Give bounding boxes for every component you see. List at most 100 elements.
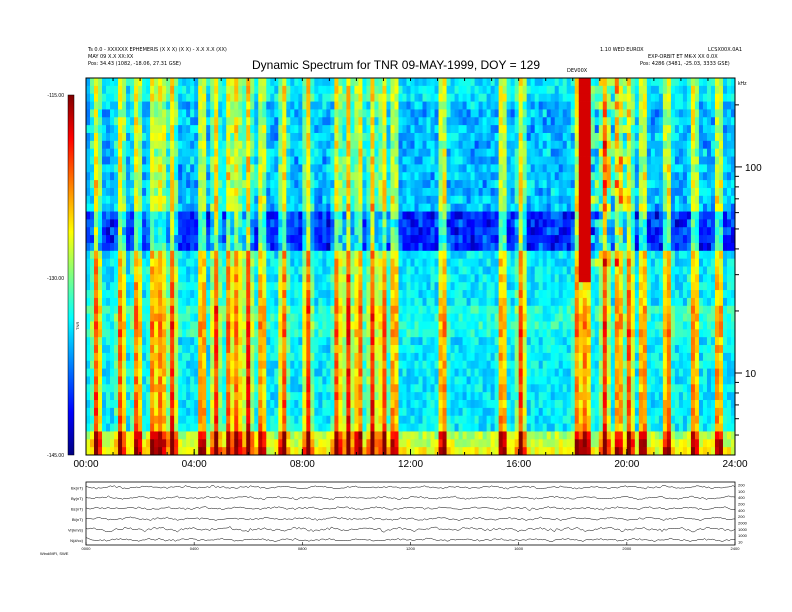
spectrum-cell — [182, 132, 187, 142]
spectrum-cell — [274, 164, 279, 173]
spectrum-cell — [454, 93, 459, 102]
spectrum-cell — [490, 400, 496, 409]
spectrum-cell — [314, 384, 319, 393]
spectrum-cell — [262, 195, 267, 205]
spectrum-cell — [366, 376, 371, 385]
spectrum-cell — [142, 85, 147, 95]
spectrum-cell — [374, 447, 379, 456]
spectrum-cell — [242, 439, 247, 448]
spectrum-cell — [198, 447, 203, 456]
spectrum-cell — [342, 250, 347, 260]
spectrum-cell — [426, 423, 431, 432]
spectrum-cell — [346, 78, 351, 87]
spectrum-cell — [338, 400, 343, 409]
spectrum-cell — [414, 132, 419, 142]
spectrum-cell — [122, 447, 127, 456]
spectrum-cell — [446, 392, 451, 401]
spectrum-cell — [254, 274, 259, 283]
spectrum-cell — [162, 290, 167, 299]
spectrum-cell — [142, 109, 147, 118]
spectrum-cell — [102, 101, 107, 110]
spectrum-cell — [342, 148, 347, 157]
spectrum-cell — [406, 384, 411, 393]
spectrum-cell — [478, 447, 484, 456]
spectrum-cell — [294, 180, 299, 189]
spectrum-cell — [142, 384, 147, 393]
spectrum-cell — [494, 219, 500, 228]
spectrum-cell — [442, 392, 447, 401]
spectrum-cell — [166, 250, 171, 260]
spectrum-cell — [158, 203, 163, 212]
spectrum-cell — [450, 219, 455, 228]
spectrum-cell — [170, 85, 175, 95]
spectrum-cell — [430, 297, 435, 307]
spectrum-cell — [442, 431, 447, 440]
spectrum-cell — [418, 313, 423, 322]
spectrum-cell — [250, 392, 255, 401]
spectrum-cell — [166, 297, 171, 307]
spectrum-cell — [290, 132, 295, 142]
spectrum-cell — [462, 392, 467, 401]
spectrum-cell — [474, 321, 480, 330]
spectrum-cell — [138, 266, 143, 275]
spectrum-cell — [162, 235, 167, 244]
spectrum-cell — [198, 305, 203, 315]
spectrum-cell — [494, 109, 500, 118]
spectrum-cell — [210, 235, 215, 244]
spectrum-cell — [106, 195, 111, 205]
spectrum-cell — [182, 211, 187, 220]
spectrum-cell — [166, 258, 171, 267]
spectrum-cell — [474, 242, 480, 252]
spectrum-cell — [342, 431, 347, 440]
spectrum-cell — [362, 352, 367, 362]
spectrum-cell — [318, 125, 323, 134]
spectrum-cell — [306, 447, 311, 456]
spectrum-cell — [318, 423, 323, 432]
spectrum-cell — [262, 219, 267, 228]
spectrum-cell — [214, 360, 219, 369]
spectrum-cell — [118, 117, 123, 126]
spectrum-cell — [402, 219, 407, 228]
spectrum-cell — [234, 290, 239, 299]
spectrum-cell — [166, 132, 171, 142]
spectrum-cell — [430, 313, 435, 322]
spectrum-cell — [306, 93, 311, 102]
spectrum-cell — [230, 125, 235, 134]
spectrum-cell — [170, 78, 175, 87]
spectrum-cell — [230, 235, 235, 244]
spectrum-cell — [150, 203, 155, 212]
spectrum-cell — [130, 235, 135, 244]
spectrum-cell — [326, 329, 331, 338]
spectrum-cell — [190, 211, 195, 220]
spectrum-cell — [338, 329, 343, 338]
spectrum-cell — [366, 290, 371, 299]
spectrum-cell — [262, 148, 267, 157]
spectrum-cell — [414, 125, 419, 134]
spectrum-cell — [170, 101, 175, 110]
spectrum-cell — [406, 345, 411, 354]
spectrum-cell — [114, 376, 119, 385]
spectrum-cell — [182, 180, 187, 189]
spectrum-cell — [330, 313, 335, 322]
spectrum-cell — [102, 125, 107, 134]
spectrum-cell — [334, 337, 339, 346]
spectrum-cell — [150, 384, 155, 393]
spectrum-cell — [482, 132, 488, 142]
spectrum-cell — [206, 203, 211, 212]
spectrum-cell — [330, 352, 335, 362]
spectrum-cell — [418, 329, 423, 338]
spectrum-cell — [158, 85, 163, 95]
spectrum-cell — [90, 140, 95, 150]
spectrum-cell — [354, 321, 359, 330]
spectrum-cell — [346, 117, 351, 126]
spectrum-cell — [166, 195, 171, 205]
spectrum-cell — [122, 368, 127, 377]
spectrum-cell — [318, 219, 323, 228]
spectrum-cell — [346, 360, 351, 369]
spectrum-cell — [178, 384, 183, 393]
spectrum-cell — [474, 250, 480, 260]
spectrum-cell — [498, 211, 504, 220]
spectrum-cell — [314, 305, 319, 315]
spectrum-cell — [238, 297, 243, 307]
spectrum-cell — [306, 203, 311, 212]
